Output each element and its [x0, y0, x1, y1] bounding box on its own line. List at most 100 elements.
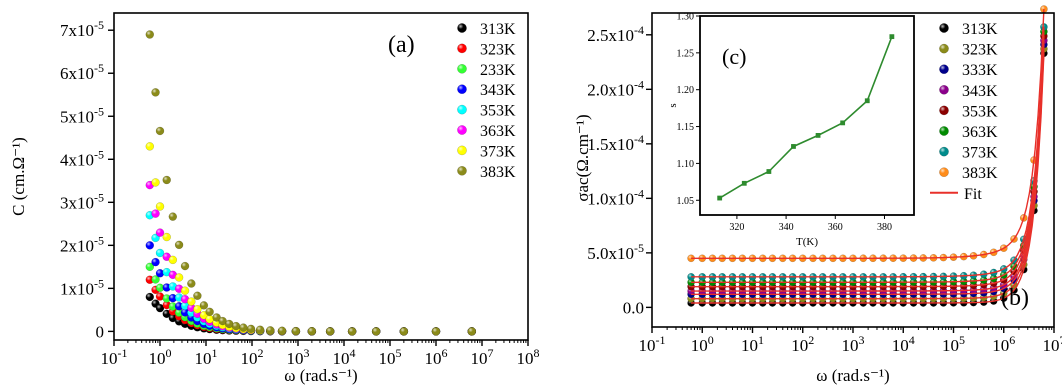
x-tick-label-exponent: 2: [808, 333, 814, 347]
point-383K-shine: [193, 292, 201, 300]
legend-marker-323K-shine: [939, 44, 948, 53]
point-383K-shine: [247, 325, 255, 333]
y-tick-label-mantissa: 2x10: [60, 236, 94, 255]
x-tick-label: 104: [333, 346, 356, 368]
x-tick-label-exponent: 5: [959, 333, 965, 347]
x-tick-label: 104: [892, 333, 915, 355]
y-tick-label-mantissa: 0: [96, 322, 105, 341]
y-tick-label-mantissa: 4x10: [60, 150, 94, 169]
x-tick-label-exponent: 4: [909, 333, 915, 347]
y-tick-label: 1.5x10-4: [587, 132, 644, 154]
inset-point: [717, 196, 722, 201]
inset-x-tick-label: 340: [779, 222, 794, 233]
inset-point: [742, 181, 747, 186]
x-tick-label-exponent: 1: [212, 346, 218, 360]
legend-label: 343K: [480, 82, 516, 99]
point-373K-shine: [163, 233, 171, 241]
y-tick-label: 1x10-5: [60, 276, 104, 298]
x-tick-label: 101: [741, 333, 764, 355]
x-tick-label-exponent: 6: [1009, 333, 1015, 347]
point-383K-shine: [169, 213, 177, 221]
x-tick-label-mantissa: 10: [992, 336, 1009, 355]
x-tick-label-mantissa: 10: [842, 336, 859, 355]
y-tick-label-mantissa: 2.0x10: [587, 80, 634, 99]
panel-label: (a): [388, 32, 415, 58]
inset-x-tick-label: 380: [877, 222, 892, 233]
y-tick-label-mantissa: 5.0x10: [587, 244, 634, 263]
legend-label: 323K: [962, 42, 998, 59]
y-tick-label: 5.0x10-5: [587, 241, 644, 263]
legend-label: 383K: [962, 165, 998, 182]
inset-x-axis-title: T(K): [796, 236, 818, 248]
y-tick-label: 2x10-5: [60, 233, 104, 255]
y-tick-label: 6x10-5: [60, 61, 104, 83]
point-383K-shine: [400, 327, 408, 335]
legend-label: 343K: [962, 83, 998, 100]
inset-x-tick-label: 360: [828, 222, 843, 233]
x-tick-label: 100: [149, 346, 172, 368]
x-tick-label-mantissa: 10: [195, 349, 212, 368]
y-tick-label-exponent: -4: [634, 186, 644, 200]
y-tick-label: 2.5x10-4: [587, 23, 644, 45]
legend-marker-333K-shine: [939, 65, 948, 74]
point-383K-shine: [266, 326, 274, 334]
point-383K-shine: [372, 327, 380, 335]
inset-point: [889, 34, 894, 39]
y-tick-label-mantissa: 7x10: [60, 21, 94, 40]
panel-a: 01x10-52x10-53x10-54x10-55x10-56x10-57x1…: [9, 13, 540, 385]
inset-y-tick-label: 1.25: [677, 48, 695, 59]
x-tick-label: 107: [471, 346, 494, 368]
x-tick-label-exponent: 3: [859, 333, 865, 347]
legend-label: 373K: [962, 145, 998, 162]
legend-marker-313K-shine: [457, 23, 466, 32]
inset-y-tick-label: 1.05: [677, 196, 695, 207]
legend-label: 353K: [480, 103, 516, 120]
point-383K-shine: [468, 327, 476, 335]
point-383K-shine: [256, 326, 264, 334]
inset-y-tick-label-mantissa: 1.05: [677, 196, 695, 207]
y-tick-label-mantissa: 5x10: [60, 107, 94, 126]
point-373K-shine: [187, 298, 195, 306]
point-373K-shine: [169, 256, 177, 264]
point-373K-shine: [152, 178, 160, 186]
point-383K-shine: [146, 31, 154, 39]
inset-y-tick-label-mantissa: 1.10: [677, 159, 695, 170]
legend-marker-233K-shine: [457, 64, 466, 73]
inset-point: [791, 144, 796, 149]
legend-marker-363K-shine: [457, 125, 466, 134]
x-tick-label-exponent: 4: [350, 346, 356, 360]
point-373K-shine: [181, 287, 189, 295]
legend-label: 313K: [480, 21, 516, 38]
y-tick-label-mantissa: 0.0: [623, 298, 644, 317]
legend-label-fit: Fit: [964, 186, 982, 203]
y-tick-label: 5x10-5: [60, 104, 104, 126]
legend-marker-343K-shine: [457, 85, 466, 94]
inset-y-tick-label: 1.15: [677, 122, 695, 133]
y-axis-title: σac(Ω.cm⁻¹): [573, 114, 592, 201]
x-tick-label-exponent: -1: [118, 346, 128, 360]
y-tick-label-exponent: -4: [634, 23, 644, 37]
point-363K-shine: [156, 229, 164, 237]
y-tick-label: 3x10-5: [60, 190, 104, 212]
point-373K-shine: [206, 315, 214, 323]
x-tick-label-exponent: 0: [708, 333, 714, 347]
point-313K-shine: [146, 293, 154, 301]
inset-y-tick-label: 1.10: [677, 159, 695, 170]
panel-a-series: [146, 31, 476, 336]
inset-y-tick-label-mantissa: 1.30: [677, 12, 695, 23]
point-383K-shine: [175, 241, 183, 249]
legend-label: 333K: [962, 62, 998, 79]
x-tick-label-exponent: 3: [304, 346, 310, 360]
x-axis-title: ω (rad.s⁻¹): [816, 366, 889, 385]
legend-marker-383K-shine: [457, 166, 466, 175]
inset-point: [816, 133, 821, 138]
x-tick-label: 10-1: [639, 333, 666, 355]
legend-label: 383K: [480, 164, 516, 181]
x-tick-label: 105: [379, 346, 402, 368]
x-tick-label: 105: [942, 333, 965, 355]
y-tick-label-exponent: -5: [634, 241, 644, 255]
x-tick-label: 101: [195, 346, 218, 368]
y-tick-label: 0.0: [623, 298, 644, 317]
